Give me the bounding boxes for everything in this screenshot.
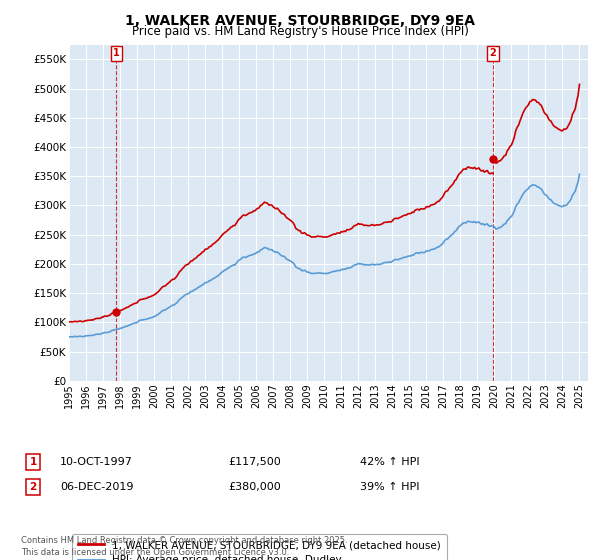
Legend: 1, WALKER AVENUE, STOURBRIDGE, DY9 9EA (detached house), HPI: Average price, det: 1, WALKER AVENUE, STOURBRIDGE, DY9 9EA (…: [71, 534, 447, 560]
Text: 42% ↑ HPI: 42% ↑ HPI: [360, 457, 419, 467]
Text: 1, WALKER AVENUE, STOURBRIDGE, DY9 9EA: 1, WALKER AVENUE, STOURBRIDGE, DY9 9EA: [125, 14, 475, 28]
Text: 2: 2: [490, 48, 496, 58]
Text: £117,500: £117,500: [228, 457, 281, 467]
Text: 10-OCT-1997: 10-OCT-1997: [60, 457, 133, 467]
Text: 1: 1: [113, 48, 119, 58]
Text: £380,000: £380,000: [228, 482, 281, 492]
Text: Price paid vs. HM Land Registry's House Price Index (HPI): Price paid vs. HM Land Registry's House …: [131, 25, 469, 38]
Text: 1: 1: [29, 457, 37, 467]
Text: Contains HM Land Registry data © Crown copyright and database right 2025.
This d: Contains HM Land Registry data © Crown c…: [21, 536, 347, 557]
Text: 39% ↑ HPI: 39% ↑ HPI: [360, 482, 419, 492]
Text: 2: 2: [29, 482, 37, 492]
Text: 06-DEC-2019: 06-DEC-2019: [60, 482, 133, 492]
